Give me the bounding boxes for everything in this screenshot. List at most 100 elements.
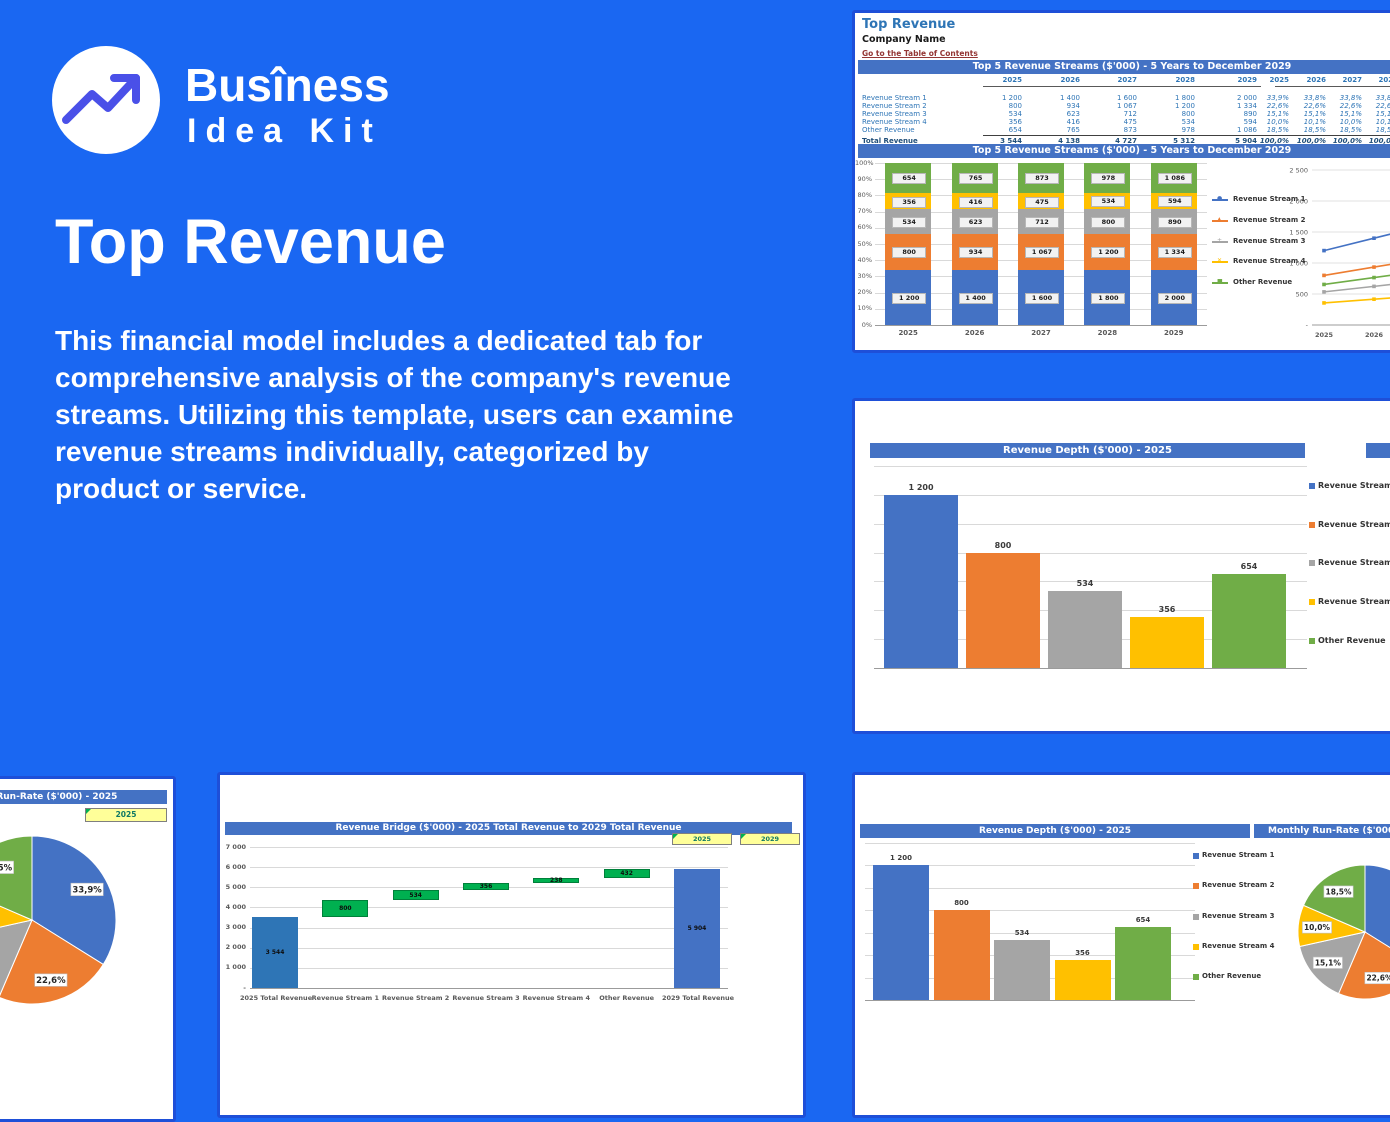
svg-text:-: - [1306, 322, 1309, 330]
run-rate-header-bar-2: Monthly Run-Rate ($'000) - 2025 [1254, 824, 1390, 838]
brand-name-line2: Idea Kit [187, 112, 382, 150]
legend-label: Revenue Stream 1 [1202, 851, 1275, 859]
page: { "brand": {"line1": "Busîness", "line2"… [0, 10, 1390, 1122]
waterfall-bar [533, 877, 580, 883]
gridline [874, 466, 1307, 467]
legend-label: Revenue Stream 4 [1202, 941, 1275, 950]
total-pct-cell: 100,0% [1296, 137, 1326, 145]
run-rate-header-text: Monthly Run-Rate ($'000) - 2025 [0, 792, 118, 802]
legend-marker-icon: + [1217, 236, 1223, 244]
depth-bar [1115, 926, 1171, 1000]
depth-bar [1130, 616, 1204, 668]
bridge-year-to-dropdown[interactable]: 2029 [740, 833, 800, 845]
bar-value-label: 623 [958, 216, 993, 228]
legend-marker-icon [1309, 483, 1315, 489]
legend-label: Revenue Stream 2 [1233, 215, 1306, 224]
panel-depth-and-run-rate: Revenue Depth ($'000) - 2025 Monthly Run… [852, 772, 1390, 1118]
x-axis-label: 2026 [964, 329, 985, 337]
table-cell: 15,1% [1303, 110, 1326, 118]
legend-line [1212, 219, 1228, 222]
table-cell: 890 [1243, 110, 1257, 118]
x-axis-label: Other Revenue [599, 994, 655, 1002]
table-cell: 10,0% [1339, 118, 1362, 126]
svg-text:10,0%: 10,0% [1304, 923, 1331, 932]
year-column-header: 2027 [1117, 76, 1137, 84]
svg-text:2 000: 2 000 [1289, 198, 1308, 206]
depth-chart-header-bar: Revenue Depth ($'000) - 2025 [870, 443, 1305, 458]
sheet-title: Top Revenue [862, 17, 956, 32]
legend-marker-icon [1193, 913, 1199, 920]
bar-value-label: 712 [1025, 216, 1059, 228]
x-axis-label: 2027 [1031, 329, 1051, 337]
table-cell: 10,0% [1266, 118, 1289, 126]
legend-label: Other Revenue [1318, 635, 1386, 645]
gridline [250, 967, 728, 969]
row-label: Revenue Stream 3 [862, 110, 927, 118]
table-of-contents-link[interactable]: Go to the Table of Contents [862, 49, 978, 58]
table-cell: 33,8% [1375, 94, 1390, 102]
bar-value-label: 1 400 [958, 293, 993, 305]
row-label: Revenue Stream 4 [862, 118, 927, 126]
bar-value-label: 1 200 [892, 293, 927, 305]
pie-chart: 33,9%22,6%15,1%10,0%18,5% [0, 835, 117, 1005]
y-axis-tick: 80% [857, 190, 872, 199]
total-cell: 5 904 [1235, 137, 1257, 145]
y-axis-tick: 50% [857, 239, 872, 248]
pie-slice [0, 919, 33, 996]
legend-line [1212, 240, 1228, 243]
table-cell: 356 [1008, 118, 1022, 126]
gridline [865, 865, 1195, 867]
y-axis-tick: 10% [857, 304, 872, 313]
pie-slice [31, 835, 117, 966]
svg-text:2026: 2026 [1365, 331, 1384, 339]
table-cell: 15,1% [1339, 110, 1362, 118]
svg-text:18,5%: 18,5% [0, 863, 13, 873]
bar-value-label: 594 [1157, 196, 1192, 208]
legend-label: Revenue Stream 3 [1318, 558, 1390, 568]
table-cell: 1 400 [1059, 94, 1080, 102]
page-description: This financial model includes a dedicate… [55, 325, 734, 504]
page-title: Top Revenue [55, 207, 446, 277]
panel-monthly-run-rate: Monthly Run-Rate ($'000) - 2025 2025 33,… [0, 776, 176, 1122]
gridline [865, 843, 1195, 844]
legend-line [1212, 261, 1228, 264]
bar-value-label: 534 [1014, 929, 1030, 938]
x-axis-label: Revenue Stream 2 [381, 994, 450, 1002]
legend-label: Revenue Stream 2 [1202, 881, 1275, 890]
revenue-table: 2025 2026 2027 2028 2029 2025 2026 2027 2028 Reve… [855, 13, 1390, 350]
year-column-header: 2026 [1060, 76, 1080, 84]
total-cell: 4 727 [1115, 137, 1137, 145]
bridge-year-from-dropdown[interactable]: 2025 [672, 833, 732, 845]
x-axis-label: Revenue Stream 3 [452, 994, 520, 1002]
legend-label: Revenue Stream 2 [1318, 519, 1390, 529]
brand-name-line1: Busîness [185, 59, 390, 111]
legend-marker-icon [1193, 974, 1199, 981]
bar-value-label: 475 [1025, 196, 1059, 208]
x-axis-line [865, 1000, 1195, 1001]
y-axis-tick: 100% [855, 158, 874, 167]
table-cell: 22,6% [1339, 102, 1362, 110]
waterfall-bar [673, 869, 720, 988]
table-cell: 1 200 [1174, 102, 1195, 110]
svg-text:500: 500 [1296, 291, 1308, 299]
legend-marker-icon [1193, 883, 1199, 890]
legend-line [1212, 282, 1228, 285]
table-cell: 10,1% [1375, 118, 1390, 126]
total-cell: 4 138 [1058, 137, 1080, 145]
total-cell: 5 312 [1173, 137, 1195, 145]
svg-text:2025: 2025 [1315, 331, 1334, 339]
legend-marker-icon: ● [1217, 195, 1223, 202]
waterfall-bar [322, 900, 369, 917]
table-cell: 978 [1181, 126, 1195, 134]
sheet-company-name: Company Name [862, 34, 946, 45]
table-cell: 1 086 [1236, 126, 1257, 134]
x-axis-label: 2028 [1097, 329, 1118, 337]
table-cell: 22,6% [1266, 102, 1289, 110]
year-selector-dropdown[interactable]: 2025 [85, 808, 167, 822]
bar-value-label: 1 067 [1025, 247, 1059, 259]
pie-slice [0, 835, 33, 921]
bar-value-label: 800 [994, 540, 1012, 550]
gridline [250, 847, 728, 848]
